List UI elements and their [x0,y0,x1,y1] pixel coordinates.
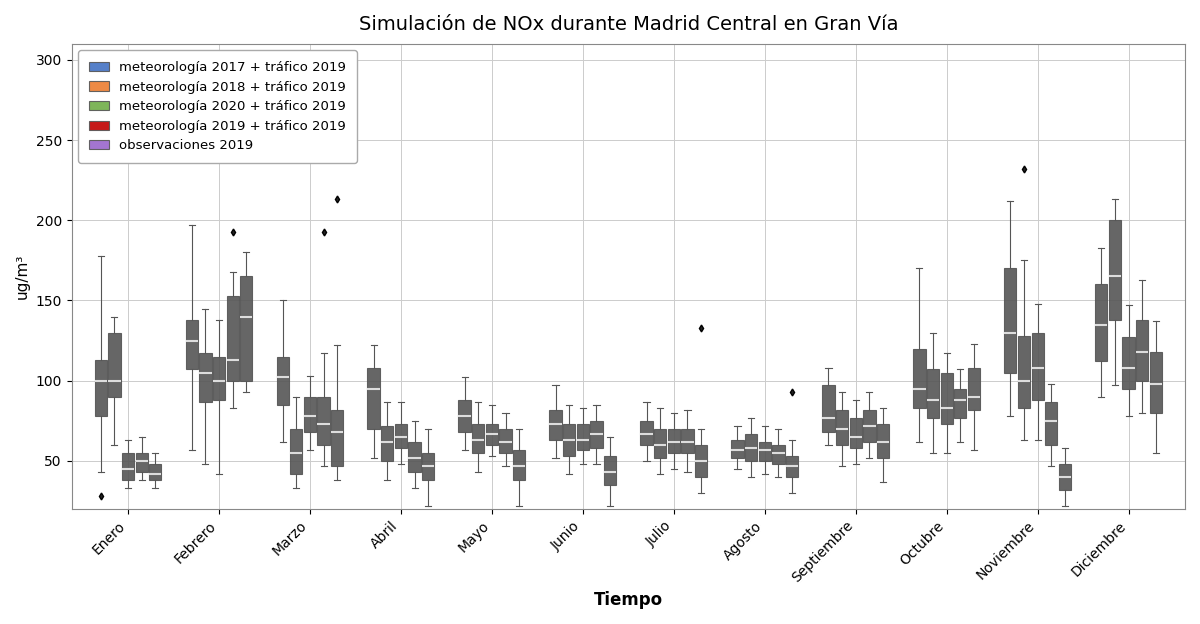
PathPatch shape [290,429,302,474]
PathPatch shape [926,369,940,417]
PathPatch shape [695,445,707,477]
PathPatch shape [395,424,407,448]
PathPatch shape [1004,268,1016,373]
PathPatch shape [276,357,289,405]
PathPatch shape [941,373,953,424]
PathPatch shape [863,409,876,442]
Legend: meteorología 2017 + tráfico 2019, meteorología 2018 + tráfico 2019, meteorología: meteorología 2017 + tráfico 2019, meteor… [78,51,356,163]
PathPatch shape [227,296,239,381]
PathPatch shape [1045,401,1057,445]
PathPatch shape [382,426,394,461]
PathPatch shape [786,456,798,477]
PathPatch shape [731,440,744,457]
PathPatch shape [1058,464,1072,490]
PathPatch shape [1018,336,1030,408]
PathPatch shape [422,453,434,480]
PathPatch shape [850,417,862,448]
PathPatch shape [682,429,694,453]
PathPatch shape [577,424,589,450]
PathPatch shape [1096,285,1108,361]
PathPatch shape [1109,220,1121,319]
PathPatch shape [499,429,511,453]
PathPatch shape [1136,319,1148,381]
PathPatch shape [758,442,770,461]
PathPatch shape [486,424,498,445]
PathPatch shape [773,445,785,464]
PathPatch shape [458,400,470,432]
PathPatch shape [968,368,980,409]
PathPatch shape [604,456,617,485]
PathPatch shape [514,450,526,480]
PathPatch shape [240,276,252,381]
PathPatch shape [318,397,330,445]
PathPatch shape [654,429,666,457]
PathPatch shape [954,389,966,417]
PathPatch shape [822,386,834,432]
PathPatch shape [667,429,680,453]
PathPatch shape [745,434,757,461]
PathPatch shape [199,353,211,401]
PathPatch shape [304,397,316,432]
PathPatch shape [186,319,198,369]
PathPatch shape [641,421,653,445]
PathPatch shape [836,409,848,445]
PathPatch shape [877,424,889,457]
PathPatch shape [1150,352,1162,412]
PathPatch shape [472,424,485,453]
PathPatch shape [367,368,379,429]
PathPatch shape [913,349,925,408]
PathPatch shape [1122,338,1135,389]
Title: Simulación de NOx durante Madrid Central en Gran Vía: Simulación de NOx durante Madrid Central… [359,15,898,34]
PathPatch shape [149,464,162,480]
PathPatch shape [122,453,134,480]
PathPatch shape [408,442,421,472]
PathPatch shape [212,357,226,400]
PathPatch shape [563,424,575,456]
PathPatch shape [108,333,120,397]
PathPatch shape [95,360,107,416]
Y-axis label: ug/m³: ug/m³ [16,254,30,299]
PathPatch shape [331,409,343,466]
X-axis label: Tiempo: Tiempo [594,591,662,609]
PathPatch shape [590,421,602,448]
PathPatch shape [1032,333,1044,400]
PathPatch shape [136,453,148,472]
PathPatch shape [550,409,562,440]
